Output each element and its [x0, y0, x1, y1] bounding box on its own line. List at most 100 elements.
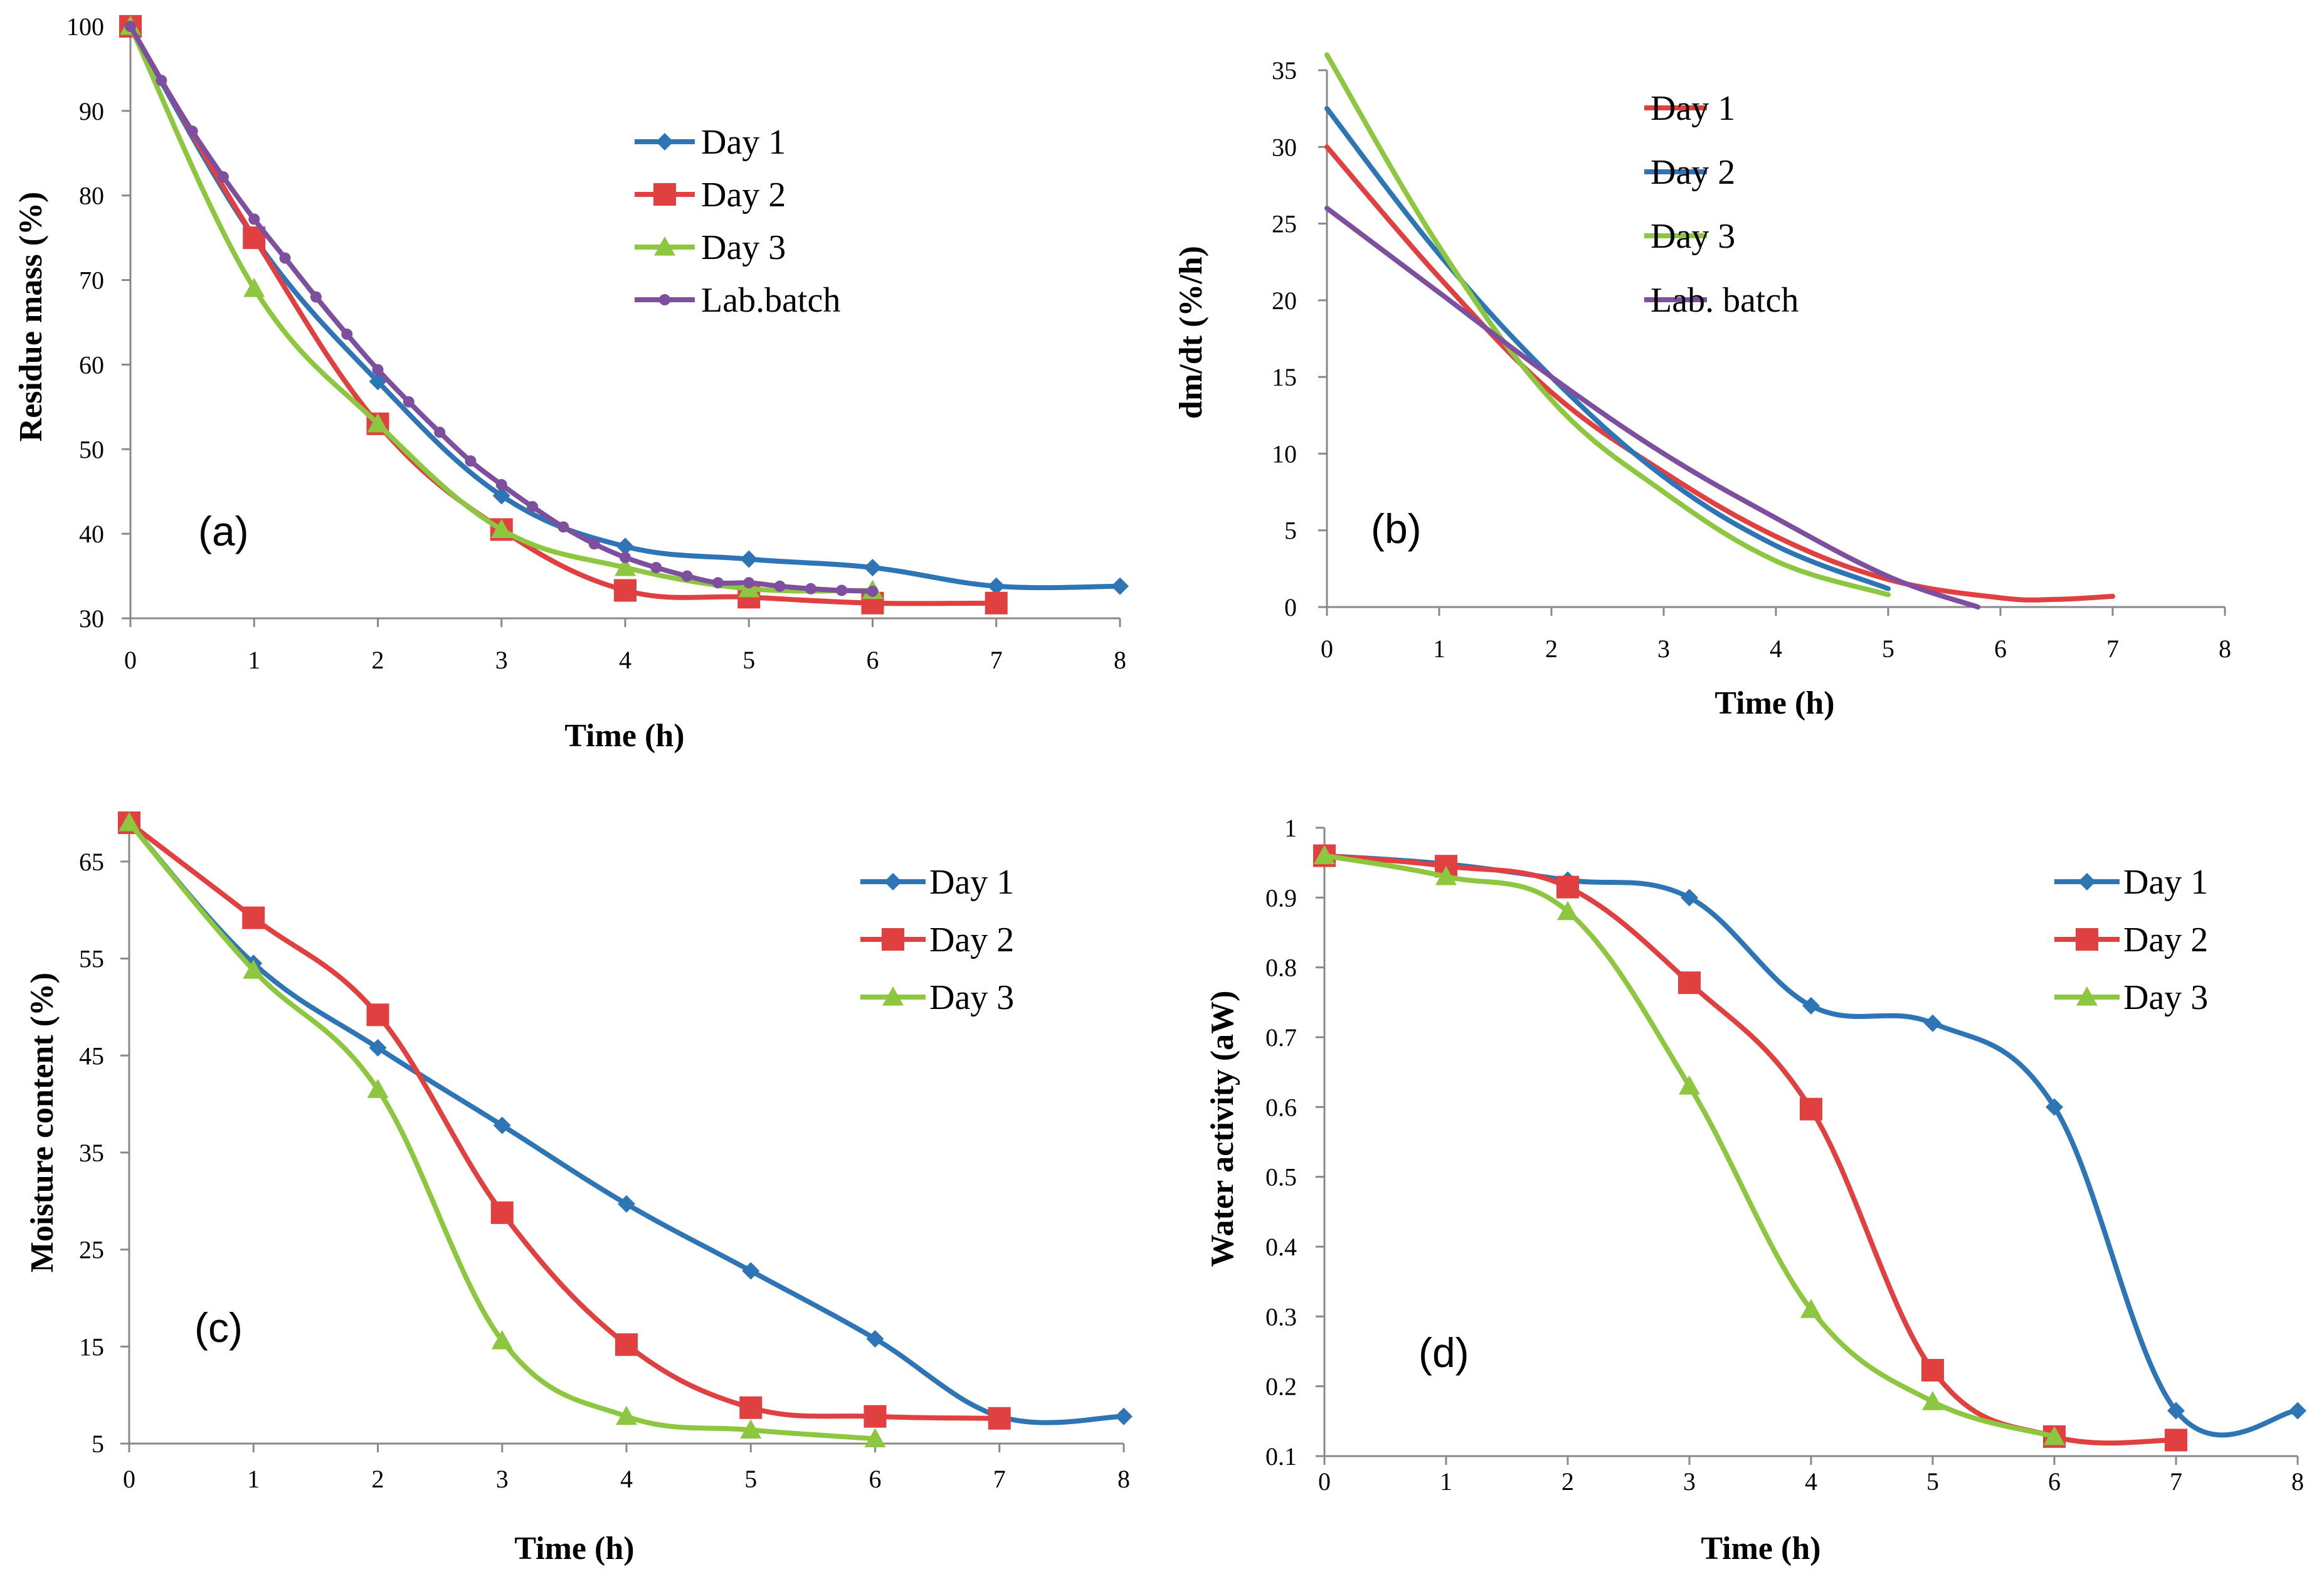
panel-label: (a): [198, 508, 249, 554]
data-point: [493, 1116, 511, 1134]
x-tick-label: 7: [993, 1465, 1006, 1493]
data-point: [527, 500, 539, 512]
data-point: [186, 125, 198, 137]
y-tick-label: 25: [1272, 210, 1297, 238]
data-point: [615, 557, 636, 576]
y-tick-label: 10: [1272, 440, 1297, 468]
legend-label: Day 2: [1651, 153, 1735, 192]
y-axis-title: Moisture content (%): [24, 973, 60, 1273]
y-tick-label: 0.2: [1265, 1373, 1297, 1401]
data-point: [492, 487, 510, 505]
x-tick-label: 3: [1683, 1467, 1696, 1496]
data-point: [1681, 889, 1698, 907]
series-day-3: [1314, 845, 2065, 1445]
data-point: [1678, 971, 1701, 995]
legend-label: Day 3: [929, 978, 1014, 1017]
series-day-3: [119, 812, 886, 1447]
y-tick-label: 45: [79, 1042, 104, 1070]
y-tick-label: 1: [1284, 814, 1297, 842]
y-axis-title: Water activity (aW): [1205, 991, 1240, 1267]
data-point: [248, 213, 260, 225]
x-tick-label: 2: [372, 1465, 384, 1493]
data-point: [495, 478, 507, 490]
x-tick-label: 6: [1994, 635, 2007, 663]
data-point: [2165, 1429, 2187, 1452]
y-tick-label: 25: [79, 1236, 104, 1264]
legend-swatch-marker: [653, 183, 676, 206]
data-point: [712, 577, 724, 589]
x-tick-label: 4: [619, 646, 631, 674]
series-line: [128, 24, 875, 594]
data-point: [2044, 1425, 2065, 1445]
y-axis-title: Residue mass (%): [13, 192, 49, 442]
panel-label: (b): [1371, 505, 1422, 552]
x-tick-label: 3: [495, 646, 508, 674]
data-point: [243, 959, 265, 979]
y-tick-label: 5: [1284, 517, 1297, 545]
y-tick-label: 60: [79, 351, 104, 379]
x-tick-label: 6: [2048, 1467, 2061, 1496]
plot-area: 0 5 10 15 20 25 30 35 0 1 2 3 4 5 6 7 8 Day 1 Day 2 Day 3 La…: [1272, 52, 2231, 663]
legend-item: Day 2: [860, 921, 1014, 959]
series-line: [127, 820, 1002, 1421]
data-point: [2046, 1098, 2063, 1116]
series-lab-batch: [125, 21, 879, 597]
y-tick-label: 65: [79, 848, 104, 876]
data-point: [985, 591, 1008, 615]
data-point: [615, 1333, 638, 1356]
y-tick-label: 0.8: [1265, 954, 1297, 982]
x-tick-label: 8: [1117, 1465, 1130, 1493]
plot-area: 0.1 0.2 0.3 0.4 0.5 0.6 0.7 0.8 0.9 1 0 1 2 3 4 5 6 7 8 Day…: [1265, 814, 2306, 1496]
data-point: [217, 171, 229, 183]
y-tick-label: 0.1: [1265, 1442, 1297, 1471]
series-line: [1324, 144, 2115, 603]
x-tick-label: 1: [247, 1465, 260, 1493]
legend-item: Day 3: [635, 228, 786, 267]
x-tick-label: 0: [1318, 1467, 1331, 1496]
data-point: [156, 75, 167, 87]
x-tick-label: 5: [1882, 635, 1894, 663]
y-tick-label: 0: [1284, 593, 1297, 621]
x-axis-title: Time (h): [1701, 1531, 1820, 1566]
y-tick-label: 50: [79, 435, 104, 463]
data-point: [1111, 577, 1129, 595]
data-point: [805, 583, 816, 594]
data-point: [310, 291, 322, 303]
x-tick-label: 1: [1440, 1467, 1452, 1496]
y-tick-label: 30: [79, 605, 104, 633]
plot-area: 30 40 50 60 70 80 90 100 0 1 2 3 4 5 6 7 8 Day 1 Day 2 Day …: [66, 13, 1129, 674]
data-point: [367, 1079, 389, 1098]
data-point: [864, 559, 882, 577]
legend-label: Day 1: [701, 123, 786, 162]
x-tick-label: 2: [1561, 1467, 1574, 1496]
legend-item: Day 1: [1644, 89, 1735, 128]
x-tick-label: 2: [1545, 635, 1558, 663]
legend-item: Day 2: [635, 176, 786, 214]
x-tick-label: 4: [1770, 635, 1782, 663]
data-point: [740, 1419, 762, 1439]
y-tick-label: 0.9: [1265, 884, 1297, 912]
x-tick-label: 8: [2291, 1467, 2304, 1496]
x-axis-title: Time (h): [564, 718, 684, 754]
data-point: [434, 426, 446, 438]
legend-label: Day 1: [929, 863, 1014, 902]
data-point: [403, 396, 415, 408]
data-point: [1115, 1407, 1133, 1425]
x-tick-label: 0: [124, 646, 137, 674]
data-point: [864, 1405, 887, 1428]
series-lab-batch: [1324, 206, 1981, 610]
legend-label: Day 1: [1651, 89, 1735, 128]
y-tick-label: 80: [79, 182, 104, 210]
data-point: [491, 1330, 513, 1350]
x-tick-label: 4: [1805, 1467, 1817, 1496]
data-point: [681, 570, 693, 582]
data-point: [1802, 996, 1820, 1015]
legend-label: Day 3: [2123, 978, 2208, 1017]
data-point: [367, 413, 389, 433]
x-tick-label: 6: [869, 1465, 882, 1493]
data-point: [557, 521, 569, 533]
data-point: [341, 328, 353, 340]
series-day-2: [1324, 106, 1891, 591]
